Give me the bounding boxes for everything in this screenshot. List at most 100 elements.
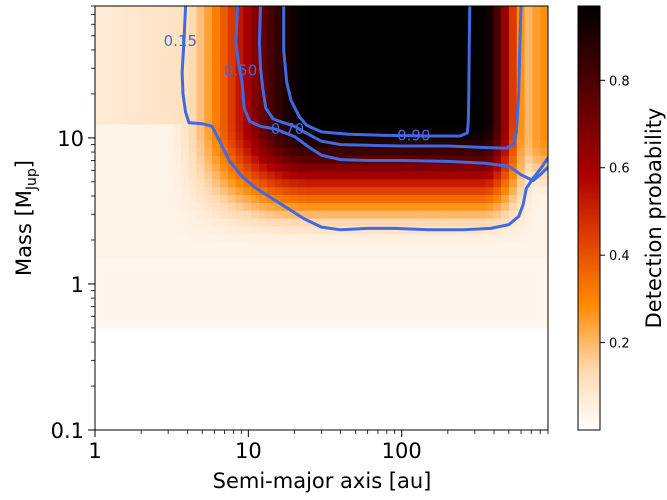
heatmap-cell xyxy=(204,351,213,360)
heatmap-cell xyxy=(376,210,385,219)
heatmap-cell xyxy=(485,29,494,39)
heatmap-cell xyxy=(282,327,291,337)
heatmap-cell xyxy=(352,272,362,282)
heatmap-cell xyxy=(368,45,377,54)
heatmap-cell xyxy=(407,13,416,23)
heatmap-cell xyxy=(516,382,526,392)
heatmap-cell xyxy=(188,241,198,251)
heatmap-cell xyxy=(516,375,526,384)
heatmap-cell xyxy=(469,241,479,251)
heatmap-cell xyxy=(446,210,455,219)
heatmap-cell xyxy=(141,406,151,415)
heatmap-cell xyxy=(430,100,440,109)
heatmap-cell xyxy=(337,335,346,345)
heatmap-cell xyxy=(329,194,338,203)
heatmap-cell xyxy=(321,257,330,266)
heatmap-cell xyxy=(462,422,471,430)
heatmap-cell xyxy=(243,21,252,31)
heatmap-cell xyxy=(383,249,393,258)
heatmap-cell xyxy=(540,414,548,423)
heatmap-cell xyxy=(282,398,291,408)
heatmap-cell xyxy=(266,233,276,243)
heatmap-cell xyxy=(141,108,151,117)
heatmap-cell xyxy=(134,100,143,109)
heatmap-cell xyxy=(493,351,502,360)
heatmap-cell xyxy=(352,398,362,408)
heatmap-cell xyxy=(485,367,494,376)
heatmap-cell xyxy=(477,186,487,196)
heatmap-cell xyxy=(290,265,299,274)
heatmap-cell xyxy=(423,84,432,93)
heatmap-cell xyxy=(540,155,548,164)
heatmap-cell xyxy=(485,225,494,235)
heatmap-cell xyxy=(313,225,323,235)
heatmap-cell xyxy=(383,390,393,400)
heatmap-cell xyxy=(149,327,159,337)
heatmap-cell xyxy=(134,163,143,172)
heatmap-cell xyxy=(141,288,151,298)
heatmap-cell xyxy=(188,288,198,298)
heatmap-cell xyxy=(438,37,448,46)
heatmap-cell xyxy=(266,280,276,290)
heatmap-cell xyxy=(173,186,182,196)
heatmap-cell xyxy=(305,225,315,235)
heatmap-cell xyxy=(493,131,502,141)
heatmap-cell xyxy=(118,37,127,46)
heatmap-cell xyxy=(329,241,338,251)
heatmap-cell xyxy=(508,241,518,251)
heatmap-cell xyxy=(212,390,221,400)
heatmap-cell xyxy=(274,422,284,430)
contour-lines xyxy=(180,6,548,232)
heatmap-cell xyxy=(95,241,104,251)
heatmap-cell xyxy=(407,170,416,180)
heatmap-cell xyxy=(219,115,229,125)
heatmap-cell xyxy=(524,359,533,368)
heatmap-cell xyxy=(321,210,330,219)
heatmap-cell xyxy=(430,29,440,39)
heatmap-cell xyxy=(196,163,205,172)
heatmap-cell xyxy=(516,108,526,117)
heatmap-cell xyxy=(134,375,143,384)
heatmap-cell xyxy=(274,155,284,164)
heatmap-cell xyxy=(469,249,479,258)
heatmap-cell xyxy=(376,147,385,156)
heatmap-cell xyxy=(235,327,244,337)
heatmap-cell xyxy=(493,163,502,172)
heatmap-cell xyxy=(469,115,479,125)
heatmap-cell xyxy=(360,398,369,408)
heatmap-cell xyxy=(188,359,198,368)
heatmap-cell xyxy=(391,178,401,188)
heatmap-cell xyxy=(516,265,526,274)
heatmap-cell xyxy=(407,280,416,290)
heatmap-cell xyxy=(399,249,409,258)
heatmap-cell xyxy=(227,178,237,188)
heatmap-cell xyxy=(298,147,307,156)
heatmap-cell xyxy=(243,29,252,39)
heatmap-cell xyxy=(227,241,237,251)
heatmap-cell xyxy=(157,233,166,243)
heatmap-cell xyxy=(313,6,323,15)
heatmap-cell xyxy=(446,375,455,384)
heatmap-cell xyxy=(110,288,120,298)
heatmap-cell xyxy=(399,6,409,15)
heatmap-cell xyxy=(204,241,213,251)
heatmap-cell xyxy=(118,406,127,415)
heatmap-cell xyxy=(110,178,120,188)
heatmap-cell xyxy=(227,170,237,180)
heatmap-cell xyxy=(110,115,120,125)
heatmap-cell xyxy=(251,359,260,368)
heatmap-cell xyxy=(102,108,112,117)
heatmap-cell xyxy=(501,304,510,313)
heatmap-cell xyxy=(110,265,120,274)
heatmap-cell xyxy=(313,139,323,148)
heatmap-cell xyxy=(376,100,385,109)
heatmap-cell xyxy=(399,68,409,78)
heatmap-cell xyxy=(540,92,548,101)
heatmap-cell xyxy=(173,367,182,376)
heatmap-cell xyxy=(219,13,229,23)
heatmap-cell xyxy=(485,6,494,15)
heatmap-cell xyxy=(485,76,494,86)
heatmap-cell xyxy=(180,249,190,258)
heatmap-cell xyxy=(391,414,401,423)
heatmap-cell xyxy=(407,68,416,78)
